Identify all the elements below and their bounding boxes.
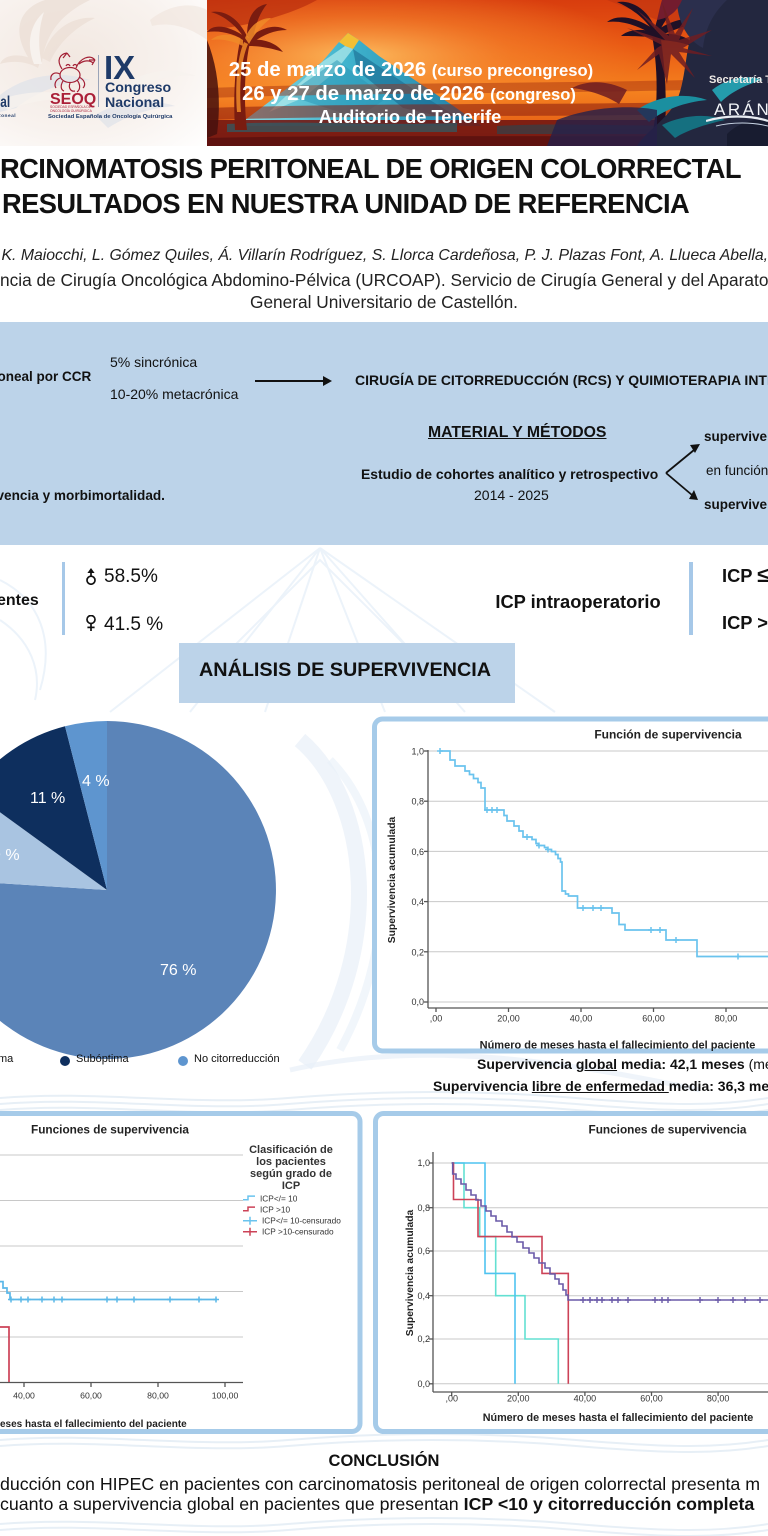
- svg-text:40,00: 40,00: [13, 1391, 35, 1401]
- svg-text:0,6: 0,6: [411, 847, 424, 857]
- svg-text:ICP: ICP: [282, 1180, 300, 1192]
- svg-text:,00: ,00: [430, 1014, 443, 1024]
- svg-text:Supervivencia acumulada: Supervivencia acumulada: [387, 816, 398, 943]
- svg-text:ONCOLOGÍA QUIRÚRGICA: ONCOLOGÍA QUIRÚRGICA: [50, 109, 93, 112]
- svg-text:0,0: 0,0: [411, 997, 424, 1007]
- svg-text:80,00: 80,00: [147, 1391, 169, 1401]
- svg-text:100,00: 100,00: [212, 1391, 239, 1401]
- svg-text:4 %: 4 %: [82, 773, 110, 790]
- svg-text:Clasificación de: Clasificación de: [249, 1144, 333, 1156]
- svg-text:76 %: 76 %: [160, 962, 196, 979]
- svg-text:11 %: 11 %: [30, 790, 65, 807]
- svg-text:20,00: 20,00: [497, 1014, 520, 1024]
- svg-text:0,8: 0,8: [417, 1203, 430, 1213]
- svg-text:Función de supervivencia: Función de supervivencia: [594, 728, 742, 742]
- svg-text:0,8: 0,8: [411, 797, 424, 807]
- svg-text:Número de meses hasta el falle: Número de meses hasta el fallecimiento d…: [480, 1039, 756, 1051]
- svg-text:según grado de: según grado de: [250, 1168, 332, 1180]
- svg-text:Supervivencia acumulada: Supervivencia acumulada: [405, 1209, 416, 1336]
- svg-text:ICP >10: ICP >10: [260, 1205, 290, 1215]
- svg-text:eses hasta el fallecimiento de: eses hasta el fallecimiento del paciente: [0, 1419, 187, 1430]
- svg-text:los pacientes: los pacientes: [256, 1156, 326, 1168]
- svg-text:ICP</= 10-censurado: ICP</= 10-censurado: [262, 1216, 341, 1226]
- svg-text:SOCIEDAD ESPAÑOLA DE: SOCIEDAD ESPAÑOLA DE: [50, 104, 92, 109]
- svg-text:40,00: 40,00: [570, 1014, 593, 1024]
- svg-text:1,0: 1,0: [411, 747, 424, 757]
- svg-text:SEOQ: SEOQ: [50, 91, 96, 108]
- svg-text:,00: ,00: [445, 1394, 458, 1404]
- svg-text:1,0: 1,0: [417, 1158, 430, 1168]
- svg-text:ICP</= 10: ICP</= 10: [260, 1194, 298, 1204]
- svg-text:0,4: 0,4: [417, 1291, 430, 1301]
- svg-text:ARÁN: ARÁN: [714, 100, 768, 119]
- svg-text:ICP >10-censurado: ICP >10-censurado: [262, 1227, 334, 1237]
- svg-text:9 %: 9 %: [0, 847, 20, 864]
- svg-text:0,6: 0,6: [417, 1246, 430, 1256]
- svg-text:0,2: 0,2: [411, 947, 424, 957]
- svg-text:Funciones de supervivencia: Funciones de supervivencia: [31, 1123, 189, 1137]
- svg-text:Número de meses hasta el falle: Número de meses hasta el fallecimiento d…: [483, 1412, 754, 1424]
- svg-text:80,00: 80,00: [715, 1014, 738, 1024]
- svg-text:80,00: 80,00: [707, 1394, 730, 1404]
- svg-text:Funciones de supervivencia: Funciones de supervivencia: [588, 1123, 746, 1137]
- svg-text:20,00: 20,00: [507, 1394, 530, 1404]
- svg-text:60,00: 60,00: [640, 1394, 663, 1404]
- svg-text:0,0: 0,0: [417, 1379, 430, 1389]
- svg-text:60,00: 60,00: [642, 1014, 665, 1024]
- svg-text:40,00: 40,00: [574, 1394, 597, 1404]
- svg-text:0,2: 0,2: [417, 1334, 430, 1344]
- svg-text:60,00: 60,00: [80, 1391, 102, 1401]
- svg-text:0,4: 0,4: [411, 897, 424, 907]
